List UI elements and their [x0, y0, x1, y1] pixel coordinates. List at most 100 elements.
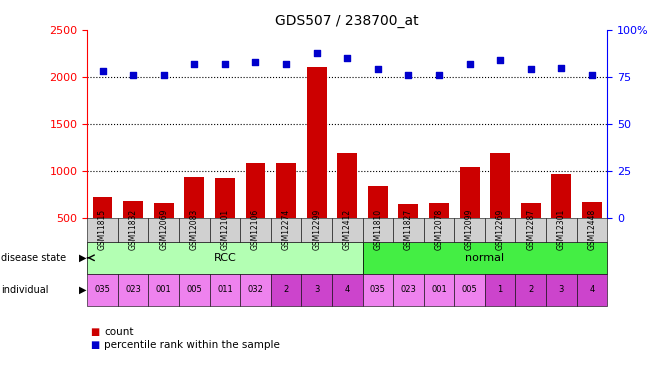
Text: GSM12287: GSM12287 [526, 209, 535, 250]
FancyBboxPatch shape [393, 274, 423, 306]
Text: 035: 035 [95, 285, 111, 294]
Bar [399, 204, 418, 218]
FancyBboxPatch shape [209, 217, 240, 242]
Text: GSM12412: GSM12412 [343, 209, 352, 250]
FancyBboxPatch shape [485, 274, 515, 306]
Text: 2: 2 [528, 285, 533, 294]
Text: 3: 3 [559, 285, 564, 294]
FancyBboxPatch shape [576, 217, 607, 242]
Text: 001: 001 [156, 285, 172, 294]
Text: disease state: disease state [1, 253, 66, 263]
Point [495, 57, 505, 63]
FancyBboxPatch shape [362, 274, 393, 306]
Point [311, 50, 322, 55]
FancyBboxPatch shape [515, 217, 546, 242]
FancyBboxPatch shape [423, 274, 454, 306]
FancyBboxPatch shape [118, 274, 148, 306]
Text: GSM12099: GSM12099 [465, 209, 474, 251]
Text: GSM12083: GSM12083 [190, 209, 199, 251]
FancyBboxPatch shape [393, 217, 423, 242]
Point [342, 55, 353, 61]
Text: 005: 005 [462, 285, 478, 294]
Point [219, 61, 230, 67]
FancyBboxPatch shape [240, 217, 271, 242]
FancyBboxPatch shape [148, 217, 179, 242]
FancyBboxPatch shape [179, 274, 209, 306]
Text: 001: 001 [431, 285, 447, 294]
Bar [460, 167, 480, 218]
Text: GSM12106: GSM12106 [251, 209, 260, 251]
Text: GSM12101: GSM12101 [220, 209, 229, 250]
Bar [93, 197, 113, 217]
Text: 2: 2 [283, 285, 289, 294]
Text: ■: ■ [91, 340, 100, 350]
Text: GSM12078: GSM12078 [435, 209, 444, 251]
Point [525, 66, 536, 72]
Text: GSM11827: GSM11827 [404, 209, 413, 250]
Point [127, 72, 138, 78]
Text: ▶: ▶ [79, 285, 87, 295]
Text: GSM11832: GSM11832 [129, 209, 138, 250]
Point [158, 72, 169, 78]
Text: GSM12069: GSM12069 [159, 209, 168, 251]
Bar [429, 203, 449, 217]
FancyBboxPatch shape [546, 274, 576, 306]
Bar [307, 67, 327, 218]
FancyBboxPatch shape [362, 217, 393, 242]
FancyBboxPatch shape [362, 242, 607, 274]
FancyBboxPatch shape [209, 274, 240, 306]
FancyBboxPatch shape [87, 217, 118, 242]
Text: percentile rank within the sample: percentile rank within the sample [104, 340, 280, 350]
Bar [185, 177, 204, 218]
Bar [338, 153, 357, 218]
Text: 4: 4 [345, 285, 350, 294]
Text: GSM12299: GSM12299 [312, 209, 321, 251]
Text: 032: 032 [248, 285, 264, 294]
FancyBboxPatch shape [301, 274, 332, 306]
FancyBboxPatch shape [423, 217, 454, 242]
Text: 023: 023 [401, 285, 417, 294]
FancyBboxPatch shape [240, 274, 271, 306]
Point [556, 64, 567, 70]
Point [97, 68, 108, 74]
Point [250, 59, 261, 65]
Bar [552, 174, 571, 217]
Point [189, 61, 200, 67]
Text: ■: ■ [91, 327, 100, 337]
FancyBboxPatch shape [332, 274, 362, 306]
FancyBboxPatch shape [332, 217, 362, 242]
Point [280, 61, 291, 67]
Text: 1: 1 [498, 285, 503, 294]
Text: GSM12269: GSM12269 [496, 209, 505, 251]
Point [433, 72, 444, 78]
Bar [368, 186, 388, 218]
FancyBboxPatch shape [271, 274, 301, 306]
FancyBboxPatch shape [515, 274, 546, 306]
Text: RCC: RCC [213, 253, 236, 263]
FancyBboxPatch shape [87, 274, 118, 306]
Text: individual: individual [1, 285, 48, 295]
Text: count: count [104, 327, 134, 337]
FancyBboxPatch shape [179, 217, 209, 242]
Text: GSM11815: GSM11815 [98, 209, 107, 250]
FancyBboxPatch shape [118, 217, 148, 242]
FancyBboxPatch shape [485, 217, 515, 242]
Text: 3: 3 [314, 285, 319, 294]
Bar [491, 153, 510, 218]
Bar [154, 203, 174, 217]
FancyBboxPatch shape [301, 217, 332, 242]
Point [372, 66, 383, 72]
FancyBboxPatch shape [454, 274, 485, 306]
FancyBboxPatch shape [87, 242, 362, 274]
Text: GSM12274: GSM12274 [282, 209, 291, 251]
FancyBboxPatch shape [454, 217, 485, 242]
FancyBboxPatch shape [546, 217, 576, 242]
Point [403, 72, 414, 78]
Text: 011: 011 [217, 285, 233, 294]
Text: 005: 005 [187, 285, 202, 294]
Text: 035: 035 [370, 285, 386, 294]
FancyBboxPatch shape [271, 217, 301, 242]
Point [464, 61, 475, 67]
Text: GSM12301: GSM12301 [557, 209, 566, 251]
Text: GSM11810: GSM11810 [373, 209, 382, 250]
